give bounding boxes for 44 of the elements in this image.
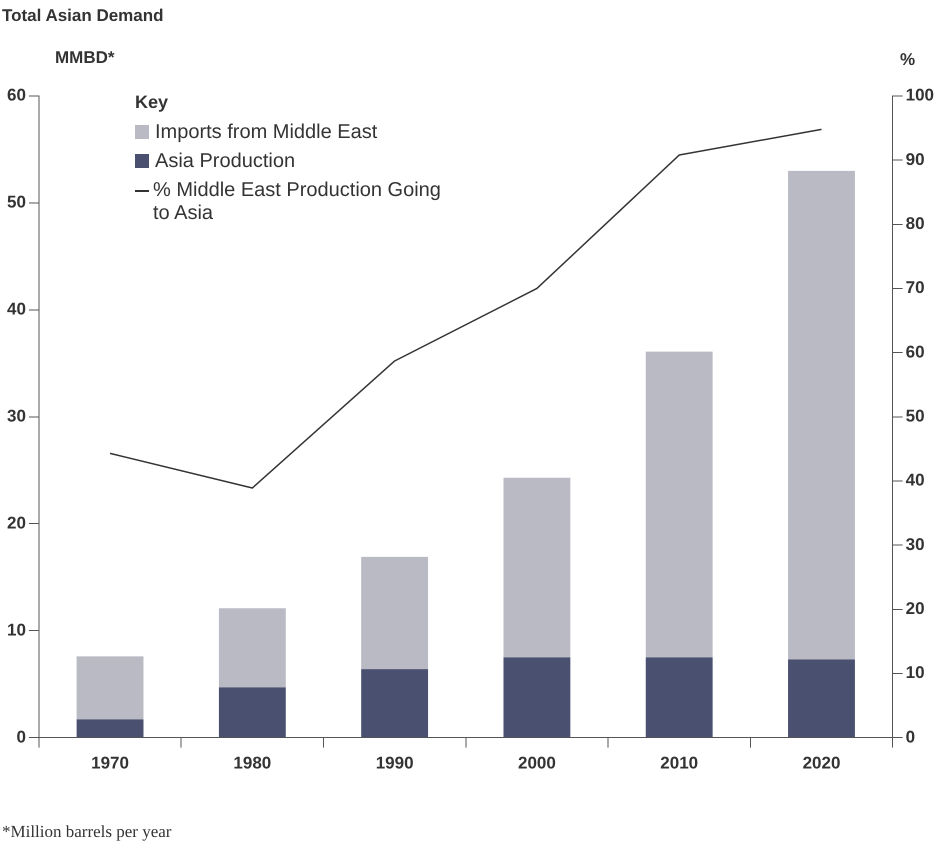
y2-tick-label: 50	[906, 406, 925, 426]
y2-tick-label: 40	[906, 470, 925, 490]
x-tick-label: 2000	[518, 753, 556, 772]
legend-label: % Middle East Production Going to Asia	[153, 179, 442, 225]
y2-tick-label: 30	[906, 534, 925, 554]
y-tick-label: 60	[6, 86, 26, 105]
y2-tick-label: 20	[906, 598, 925, 618]
chart-title: Total Asian Demand	[2, 6, 164, 26]
y-tick-label: 40	[6, 300, 26, 319]
x-tick-label: 1970	[91, 753, 129, 772]
legend-label: Asia Production	[155, 150, 296, 173]
bar	[76, 656, 144, 720]
bar	[788, 660, 855, 738]
y2-tick-label: 80	[906, 214, 925, 234]
y-tick-label: 30	[6, 406, 26, 426]
y-tick-label: 50	[6, 192, 26, 212]
y-tick-label: 0	[16, 727, 26, 746]
y2-tick-label: 60	[906, 342, 925, 362]
y2-tick-label: 10	[906, 663, 925, 682]
bar	[361, 556, 428, 670]
y-tick-label: 10	[6, 620, 26, 640]
y2-tick-label: 100	[906, 86, 934, 105]
bar	[218, 687, 286, 738]
bar	[646, 657, 713, 738]
y2-tick-label: 90	[906, 150, 925, 169]
x-tick-label: 2010	[660, 753, 698, 772]
y-tick-label: 20	[6, 513, 26, 532]
bar	[361, 669, 428, 738]
x-tick-label: 1990	[376, 753, 414, 772]
y2-tick-label: 0	[906, 727, 916, 746]
legend-label: Imports from Middle East	[155, 121, 378, 144]
bar	[218, 608, 286, 688]
y-axis-title: MMBD*	[55, 48, 114, 68]
text: *Million barrels per year	[2, 822, 172, 842]
bar	[76, 719, 144, 738]
y2-tick-label: 70	[906, 278, 925, 298]
x-tick-label: 2020	[802, 753, 840, 772]
bar	[503, 478, 570, 658]
legend-title: Key	[135, 92, 170, 113]
x-tick-label: 1980	[233, 753, 272, 772]
y2-axis-title: %	[900, 50, 916, 70]
bar	[503, 657, 570, 738]
bar	[788, 170, 855, 660]
bar	[646, 352, 713, 658]
